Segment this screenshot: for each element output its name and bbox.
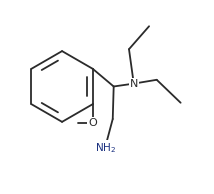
- Text: O: O: [88, 118, 97, 128]
- Text: N: N: [130, 79, 138, 89]
- Text: NH$_2$: NH$_2$: [95, 141, 116, 155]
